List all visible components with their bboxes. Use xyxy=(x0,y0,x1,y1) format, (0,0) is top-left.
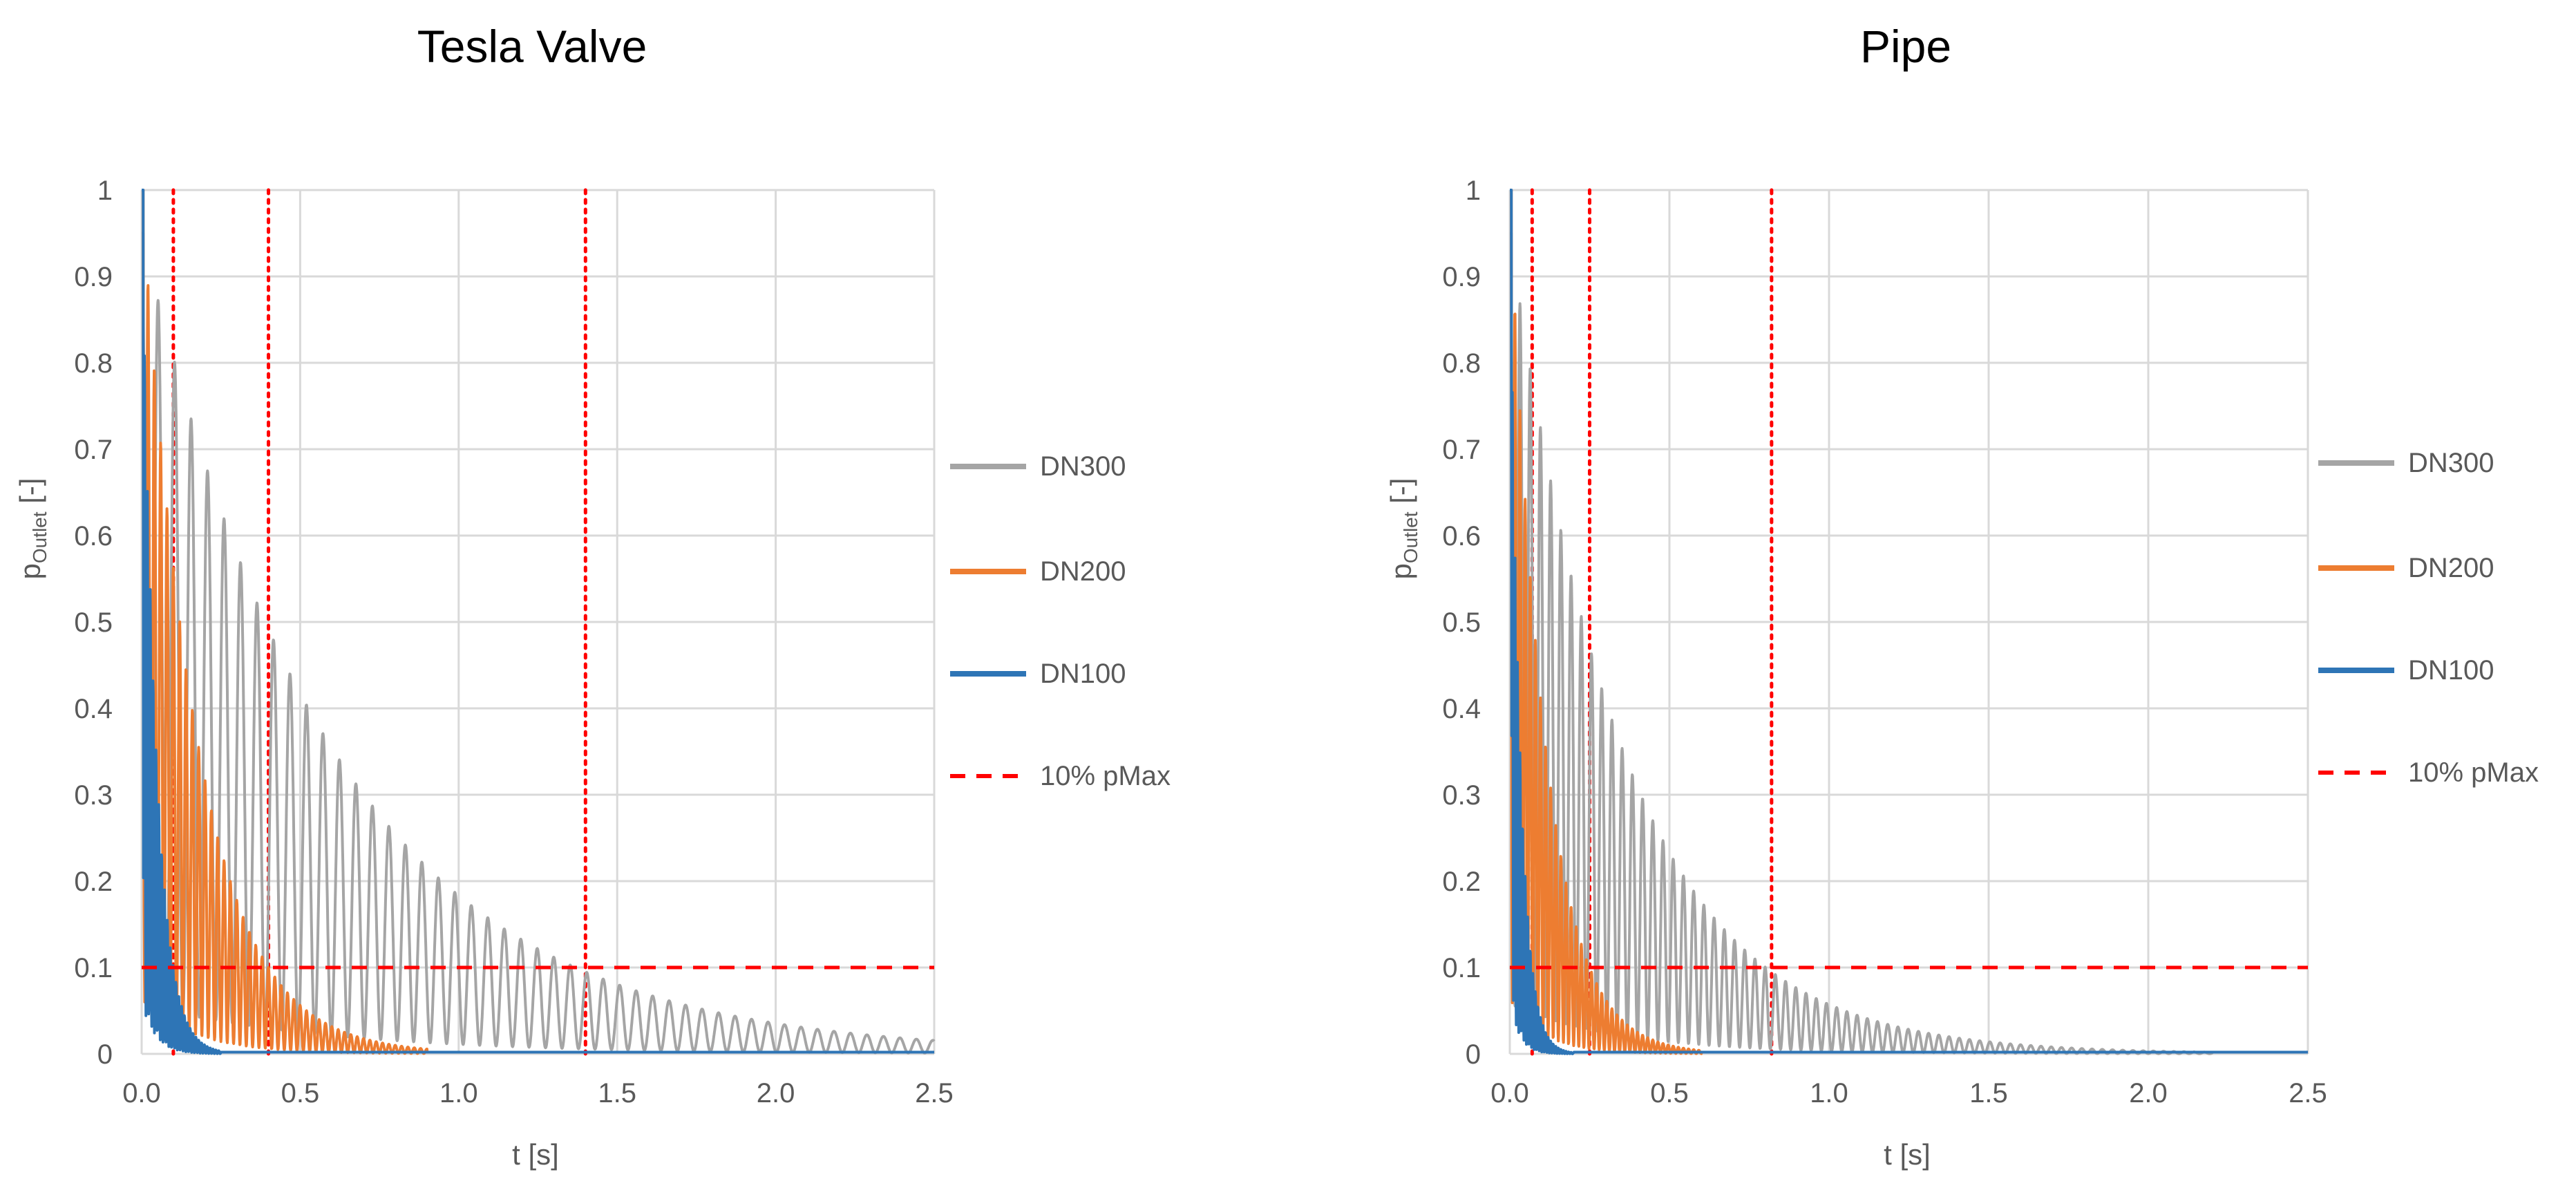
y-axis-label-main: p xyxy=(1385,563,1417,579)
x-tick-label: 0.0 xyxy=(1490,1078,1529,1108)
legend-label: DN200 xyxy=(2408,553,2494,583)
x-tick-label: 2.0 xyxy=(2129,1078,2168,1108)
y-tick-labels: 0 0.1 0.2 0.3 0.4 0.5 0.6 0.7 0.8 0.9 1 xyxy=(74,176,113,1070)
y-tick-label: 0 xyxy=(1466,1039,1481,1070)
x-tick-label: 2.5 xyxy=(915,1078,954,1108)
series-line-dn100 xyxy=(1508,189,2309,1055)
x-tick-label: 1.5 xyxy=(1969,1078,2008,1108)
legend-item-10pct-pmax: 10% pMax xyxy=(2318,757,2539,788)
series-line-dn300 xyxy=(140,232,936,1055)
x-tick-label: 0.0 xyxy=(122,1078,161,1108)
legend: DN300 DN200 DN100 10% pMax xyxy=(2318,448,2539,788)
y-axis-label-main: p xyxy=(14,563,46,579)
x-tick-label: 0.5 xyxy=(1650,1078,1689,1108)
y-tick-label: 0.4 xyxy=(1442,694,1481,724)
legend-item-dn300: DN300 xyxy=(2318,448,2494,478)
y-tick-label: 0.6 xyxy=(1442,521,1481,551)
y-tick-label: 0.7 xyxy=(74,435,113,465)
y-tick-label: 1 xyxy=(97,176,113,206)
y-tick-label: 1 xyxy=(1466,176,1481,206)
legend-label: 10% pMax xyxy=(1040,761,1171,791)
chart-pipe: Pipe 00.10.20.30.40.50.60.70.80.91 0.0 0.… xyxy=(1385,21,2539,1171)
y-tick-label: 0 xyxy=(97,1039,113,1070)
y-tick-label: 0.3 xyxy=(74,780,113,811)
y-axis-label: pOutlet [-] xyxy=(14,478,50,579)
grid xyxy=(140,189,936,1055)
y-tick-label: 0.1 xyxy=(1442,953,1481,983)
y-tick-label: 0.7 xyxy=(1442,435,1481,465)
x-tick-label: 1.0 xyxy=(1810,1078,1848,1108)
legend-item-dn100: DN100 xyxy=(2318,655,2494,686)
chart-title: Tesla Valve xyxy=(417,21,647,72)
legend-label: DN200 xyxy=(1040,556,1126,587)
series-line-dn100 xyxy=(140,189,936,1055)
legend-label: DN100 xyxy=(1040,659,1126,689)
y-tick-label: 0.8 xyxy=(74,348,113,379)
series-line-dn300 xyxy=(1508,232,2309,1055)
y-tick-label: 0.2 xyxy=(1442,867,1481,897)
y-tick-label: 0.4 xyxy=(74,694,113,724)
y-tick-label: 0.1 xyxy=(74,953,113,983)
y-tick-label: 0.5 xyxy=(1442,607,1481,638)
x-tick-label: 2.0 xyxy=(757,1078,795,1108)
chart-tesla-valve: Tesla Valve 0 0.1 0.2 0.3 0.4 0.5 0.6 0.7 0.8 0.9… xyxy=(14,21,1171,1171)
legend-item-dn200: DN200 xyxy=(950,556,1126,587)
y-tick-label: 0.9 xyxy=(74,262,113,292)
legend-label: DN300 xyxy=(1040,451,1126,482)
y-tick-label: 0.9 xyxy=(1442,262,1481,292)
x-tick-label: 1.0 xyxy=(439,1078,478,1108)
y-tick-label: 0.8 xyxy=(1442,348,1481,379)
x-tick-labels: 0.0 0.5 1.0 1.5 2.0 2.5 xyxy=(122,1078,954,1108)
legend-item-dn100: DN100 xyxy=(950,659,1126,689)
legend-label: 10% pMax xyxy=(2408,757,2539,788)
y-axis-label: pOutlet [-] xyxy=(1385,478,1421,579)
y-tick-labels: 0 0.1 0.2 0.3 0.4 0.5 0.6 0.7 0.8 0.9 1 xyxy=(1442,176,1481,1070)
x-axis-label: t [s] xyxy=(512,1138,559,1171)
y-axis-label-sub: Outlet xyxy=(29,511,50,563)
y-axis-label-unit: [-] xyxy=(14,478,46,511)
y-tick-label: 0.5 xyxy=(74,607,113,638)
y-axis-label-unit: [-] xyxy=(1385,478,1417,511)
y-tick-label: 0.6 xyxy=(74,521,113,551)
x-tick-label: 0.5 xyxy=(281,1078,320,1108)
legend-label: DN100 xyxy=(2408,655,2494,686)
legend-item-dn300: DN300 xyxy=(950,451,1126,482)
series-lines xyxy=(140,189,936,1055)
x-tick-labels: 0.0 0.5 1.0 1.5 2.0 2.5 xyxy=(1490,1078,2327,1108)
series-lines xyxy=(1508,189,2309,1055)
y-axis-label-sub: Outlet xyxy=(1400,511,1421,563)
chart-title: Pipe xyxy=(1860,21,1951,72)
x-tick-label: 2.5 xyxy=(2289,1078,2327,1108)
x-axis-label: t [s] xyxy=(1884,1138,1931,1171)
y-tick-label: 0.3 xyxy=(1442,780,1481,811)
legend-item-dn200: DN200 xyxy=(2318,553,2494,583)
x-tick-label: 1.5 xyxy=(598,1078,636,1108)
y-tick-label: 0.2 xyxy=(74,867,113,897)
legend-item-10pct-pmax: 10% pMax xyxy=(950,761,1171,791)
legend: DN300 DN200 DN100 10% pMax xyxy=(950,451,1171,791)
legend-label: DN300 xyxy=(2408,448,2494,478)
